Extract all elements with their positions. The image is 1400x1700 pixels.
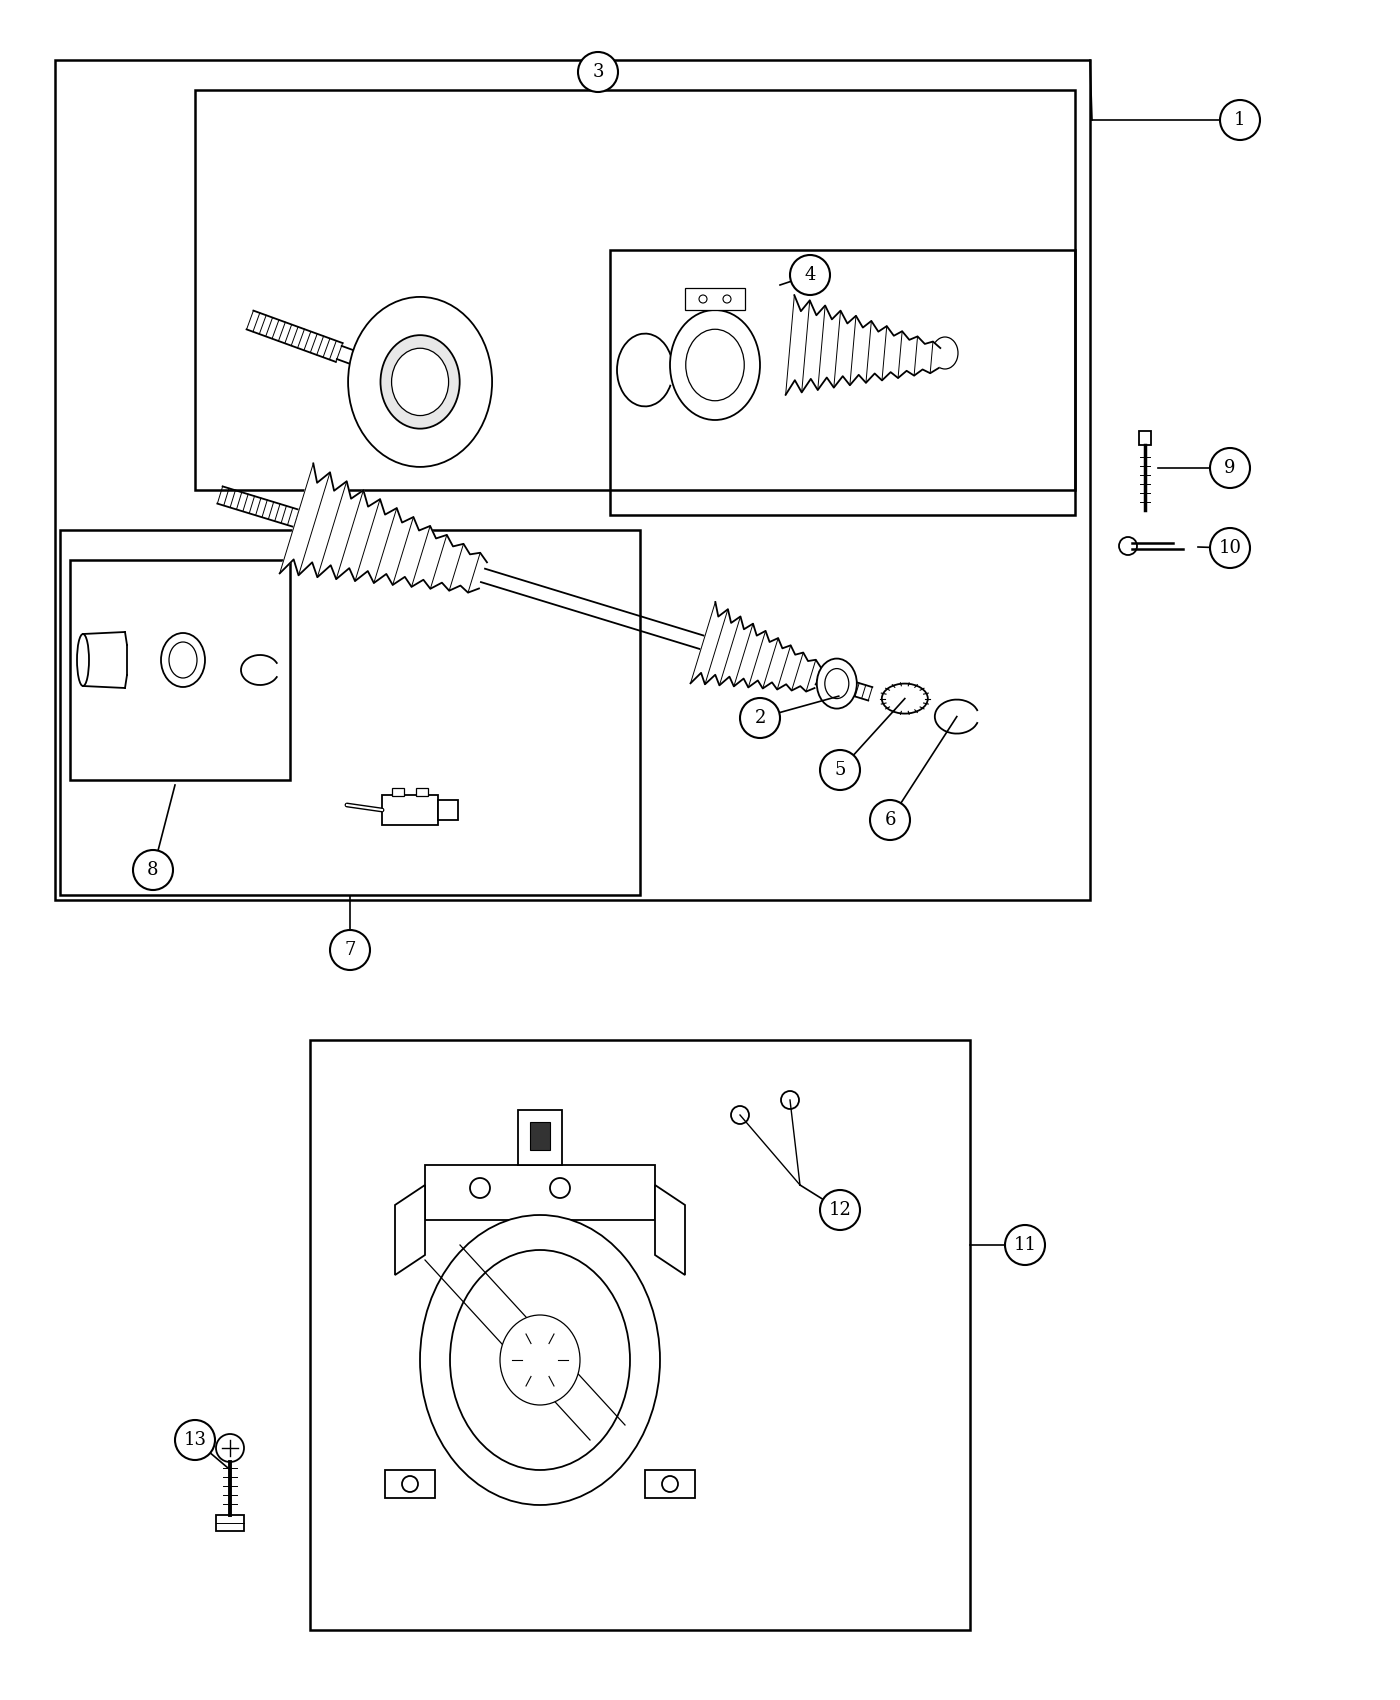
Circle shape — [790, 255, 830, 296]
Circle shape — [216, 1435, 244, 1462]
Circle shape — [662, 1476, 678, 1493]
Ellipse shape — [449, 1250, 630, 1470]
Bar — [55, 60, 1091, 899]
Ellipse shape — [816, 658, 857, 709]
Text: 6: 6 — [885, 811, 896, 830]
Circle shape — [741, 699, 780, 738]
Text: 13: 13 — [183, 1431, 207, 1448]
Bar — [1140, 432, 1151, 445]
Ellipse shape — [161, 632, 204, 687]
Polygon shape — [280, 464, 487, 593]
Bar — [531, 1122, 550, 1149]
Circle shape — [820, 750, 860, 791]
Text: 12: 12 — [829, 1200, 851, 1219]
Bar — [426, 1164, 655, 1221]
Bar — [216, 1515, 244, 1532]
Bar — [392, 789, 405, 796]
Ellipse shape — [392, 348, 448, 415]
Ellipse shape — [169, 643, 197, 678]
Bar — [685, 287, 745, 309]
Ellipse shape — [671, 309, 760, 420]
Ellipse shape — [420, 1216, 659, 1504]
Circle shape — [781, 1091, 799, 1108]
Circle shape — [402, 1476, 419, 1493]
Text: 2: 2 — [755, 709, 766, 728]
Bar — [309, 1040, 970, 1630]
Circle shape — [1210, 449, 1250, 488]
Text: 1: 1 — [1235, 110, 1246, 129]
Bar — [518, 1110, 561, 1165]
Text: 11: 11 — [1014, 1236, 1036, 1255]
Polygon shape — [655, 1185, 685, 1275]
Circle shape — [722, 296, 731, 303]
Circle shape — [330, 930, 370, 971]
Bar — [385, 1470, 435, 1498]
Polygon shape — [395, 1185, 426, 1275]
Text: 8: 8 — [147, 860, 158, 879]
Bar — [382, 796, 438, 824]
Text: 5: 5 — [834, 762, 846, 779]
Bar — [645, 1470, 694, 1498]
Ellipse shape — [349, 298, 491, 468]
Polygon shape — [785, 296, 941, 394]
Ellipse shape — [825, 668, 848, 699]
Circle shape — [1219, 100, 1260, 139]
Circle shape — [869, 801, 910, 840]
Bar — [60, 530, 640, 894]
Text: 7: 7 — [344, 942, 356, 959]
Text: 10: 10 — [1218, 539, 1242, 558]
Ellipse shape — [882, 683, 928, 714]
Text: 3: 3 — [592, 63, 603, 82]
Text: 9: 9 — [1224, 459, 1236, 478]
Circle shape — [470, 1178, 490, 1198]
Circle shape — [731, 1107, 749, 1124]
Polygon shape — [690, 602, 820, 692]
Bar — [610, 250, 1075, 515]
Circle shape — [133, 850, 174, 891]
Circle shape — [1005, 1226, 1044, 1265]
Bar — [416, 789, 428, 796]
Ellipse shape — [381, 335, 459, 428]
Circle shape — [578, 53, 617, 92]
Circle shape — [820, 1190, 860, 1231]
Ellipse shape — [77, 634, 90, 687]
Ellipse shape — [686, 330, 745, 401]
Circle shape — [175, 1420, 216, 1460]
Text: 4: 4 — [805, 265, 816, 284]
Circle shape — [1210, 529, 1250, 568]
Bar — [70, 559, 290, 780]
Ellipse shape — [500, 1316, 580, 1404]
Circle shape — [699, 296, 707, 303]
Bar — [438, 801, 458, 819]
Bar — [195, 90, 1075, 490]
Circle shape — [550, 1178, 570, 1198]
